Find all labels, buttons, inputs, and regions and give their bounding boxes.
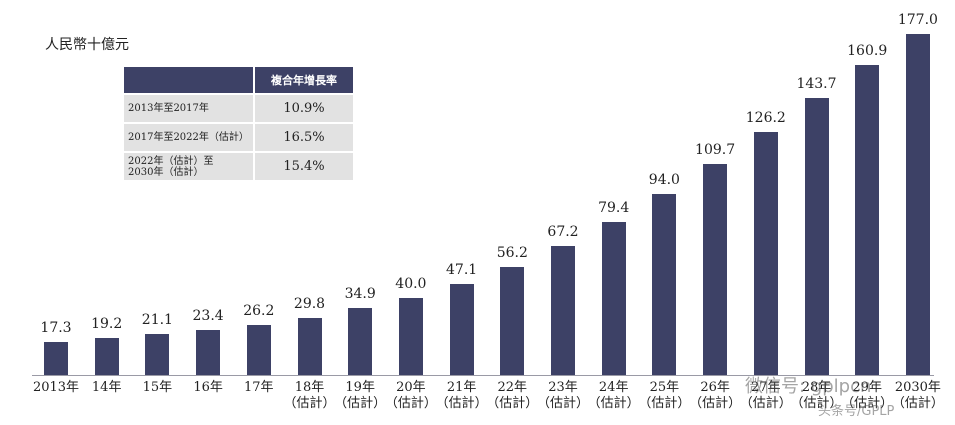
table-row: 2013年至2017年 10.9%: [124, 95, 353, 122]
bar: [753, 132, 778, 375]
x-tick-label: 25年 （估計）: [638, 380, 691, 411]
cagr-header-rate: 複合年增長率: [271, 74, 337, 87]
bar: [449, 284, 474, 375]
cagr-period: 2013年至2017年: [124, 95, 255, 122]
bar: [145, 334, 170, 375]
x-tick-label: 26年 （估計）: [689, 380, 742, 411]
x-tick-label: 20年 （估計）: [384, 380, 437, 411]
x-axis-line: [32, 375, 934, 376]
bar: [94, 338, 119, 375]
bar-value-label: 126.2: [745, 110, 786, 126]
bar-value-label: 17.3: [40, 320, 72, 336]
bar-value-label: 23.4: [192, 308, 224, 324]
bar: [601, 222, 626, 375]
bar: [398, 298, 423, 375]
cagr-period: 2017年至2022年（估計）: [124, 124, 255, 151]
bar-value-label: 79.4: [598, 200, 630, 216]
bar-value-label: 21.1: [141, 312, 173, 328]
bar: [703, 164, 728, 375]
bar: [246, 325, 271, 375]
x-tick-label: 2013年: [32, 380, 80, 395]
x-tick-label: 22年 （估計）: [486, 380, 539, 411]
cagr-header-period: [124, 67, 255, 93]
x-tick-label: 14年: [91, 380, 122, 395]
x-tick-label: 17年: [244, 380, 274, 395]
bar-value-label: 29.8: [293, 296, 326, 312]
bar-value-label: 40.0: [395, 276, 427, 292]
bar-value-label: 109.7: [695, 142, 736, 158]
x-tick-label: 21年 （估計）: [435, 380, 488, 411]
bar: [44, 342, 68, 375]
x-tick-label: 16年: [193, 380, 223, 395]
bar-value-label: 19.2: [91, 316, 123, 332]
x-tick-label: 23年 （估計）: [536, 380, 589, 411]
unit-label: 人民幣十億元: [45, 37, 129, 53]
bar-value-label: 26.2: [243, 303, 275, 319]
x-tick-label: 2030年 （估計）: [891, 380, 944, 411]
watermark-wechat: 微信号: gplpcn: [745, 376, 872, 397]
bar-value-label: 177.0: [897, 12, 938, 28]
bar-value-label: 34.9: [344, 286, 376, 302]
cagr-table-header: 複合年增長率: [124, 67, 353, 93]
bar: [551, 246, 575, 375]
x-tick-label: 27年 （估計）: [739, 380, 792, 411]
bar-value-label: 67.2: [547, 224, 579, 240]
bar: [500, 267, 525, 375]
bar: [196, 330, 221, 375]
x-tick-label: 29年 （估計）: [841, 380, 894, 411]
bar: [905, 34, 930, 375]
bar: [652, 194, 677, 375]
x-tick-label: 18年 （估計）: [283, 380, 336, 411]
bar-value-label: 47.1: [446, 262, 478, 278]
bar: [855, 65, 880, 375]
x-tick-label: 24年 （估計）: [587, 380, 640, 411]
bar-value-label: 56.2: [496, 245, 528, 261]
x-tick-label: 19年 （估計）: [334, 380, 387, 411]
x-tick-label: 28年 （估計）: [790, 380, 843, 411]
cagr-rate: 10.9%: [283, 101, 325, 116]
bar: [348, 308, 373, 375]
bar-value-label: 160.9: [847, 43, 888, 59]
cagr-rate: 16.5%: [283, 130, 325, 145]
cagr-table: 複合年增長率 2013年至2017年 10.9% 2017年至2022年（估計）…: [124, 67, 353, 180]
watermark-toutiao: 头条号/GPLP: [818, 404, 895, 419]
cagr-rate: 15.4%: [283, 159, 325, 174]
bar-value-label: 94.0: [648, 172, 680, 188]
bar-value-label: 143.7: [796, 76, 837, 92]
bar: [804, 98, 829, 375]
bar: [297, 318, 322, 375]
table-row: 2017年至2022年（估計） 16.5%: [124, 124, 353, 151]
cagr-period: 2022年（估計）至 2030年（估計）: [124, 153, 255, 180]
x-tick-label: 15年: [142, 380, 173, 395]
table-row: 2022年（估計）至 2030年（估計） 15.4%: [124, 153, 353, 180]
